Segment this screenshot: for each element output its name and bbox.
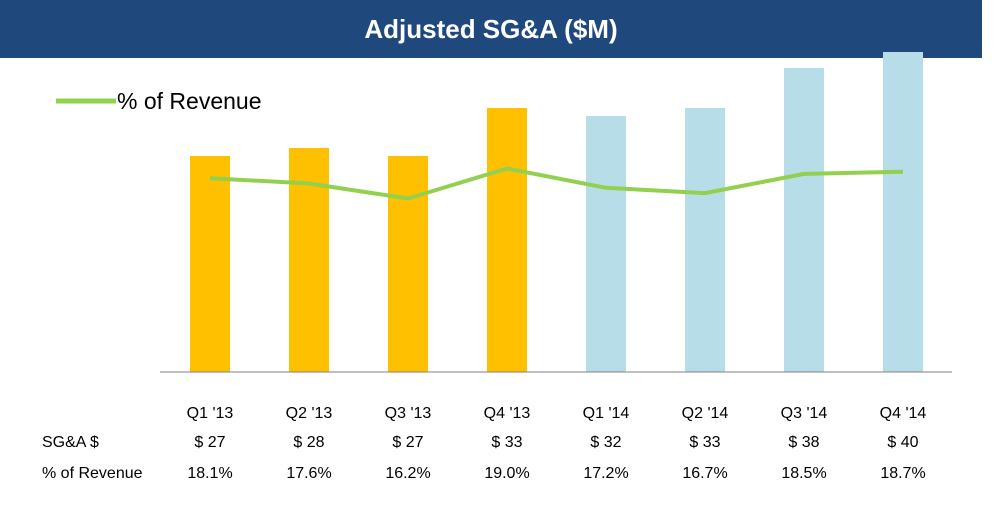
bar-2 — [388, 156, 428, 372]
table-cell-0-0: $ 27 — [194, 434, 225, 451]
table-cell-0-3: $ 33 — [491, 434, 522, 451]
bar-7 — [883, 52, 923, 372]
table-cell-1-3: 19.0% — [484, 465, 529, 482]
table-row-label-0: SG&A $ — [42, 434, 99, 451]
table-cell-1-7: 18.7% — [880, 465, 925, 482]
x-tick-label-2: Q3 '13 — [385, 405, 432, 422]
legend: % of Revenue — [56, 88, 261, 114]
x-tick-label-7: Q4 '14 — [880, 405, 927, 422]
x-tick-label-5: Q2 '14 — [682, 405, 729, 422]
table-cell-1-5: 16.7% — [682, 465, 727, 482]
x-tick-label-4: Q1 '14 — [583, 405, 630, 422]
table-cell-0-1: $ 28 — [293, 434, 324, 451]
x-tick-label-1: Q2 '13 — [286, 405, 333, 422]
bar-5 — [685, 108, 725, 372]
x-tick-label-0: Q1 '13 — [187, 405, 234, 422]
table-cell-0-4: $ 32 — [590, 434, 621, 451]
x-tick-label-3: Q4 '13 — [484, 405, 531, 422]
table-cell-1-2: 16.2% — [385, 465, 430, 482]
percent-revenue-line — [209, 166, 904, 201]
table-cell-1-4: 17.2% — [583, 465, 628, 482]
legend-label-percent-revenue: % of Revenue — [117, 88, 261, 114]
bar-3 — [487, 108, 527, 372]
x-tick-label-6: Q3 '14 — [781, 405, 828, 422]
bar-4 — [586, 116, 626, 372]
x-tick-labels: Q1 '13 Q2 '13 Q3 '13 Q4 '13 Q1 '14 Q2 '14 Q3 '… — [187, 405, 927, 422]
table-cell-0-6: $ 38 — [788, 434, 819, 451]
table-cell-1-6: 18.5% — [781, 465, 826, 482]
chart-title: Adjusted SG&A ($M) — [0, 0, 982, 58]
data-table: SG&A $ $ 27 $ 28 $ 27 $ 33 $ 32 $ 33 $ 38 $ 40 % … — [42, 434, 926, 482]
table-cell-0-2: $ 27 — [392, 434, 423, 451]
bar-group — [190, 52, 923, 372]
bar-0 — [190, 156, 230, 372]
table-row-label-1: % of Revenue — [42, 465, 143, 482]
table-cell-1-1: 17.6% — [286, 465, 331, 482]
bar-6 — [784, 68, 824, 372]
table-cell-0-7: $ 40 — [887, 434, 918, 451]
table-cell-0-5: $ 33 — [689, 434, 720, 451]
table-cell-1-0: 18.1% — [187, 465, 232, 482]
